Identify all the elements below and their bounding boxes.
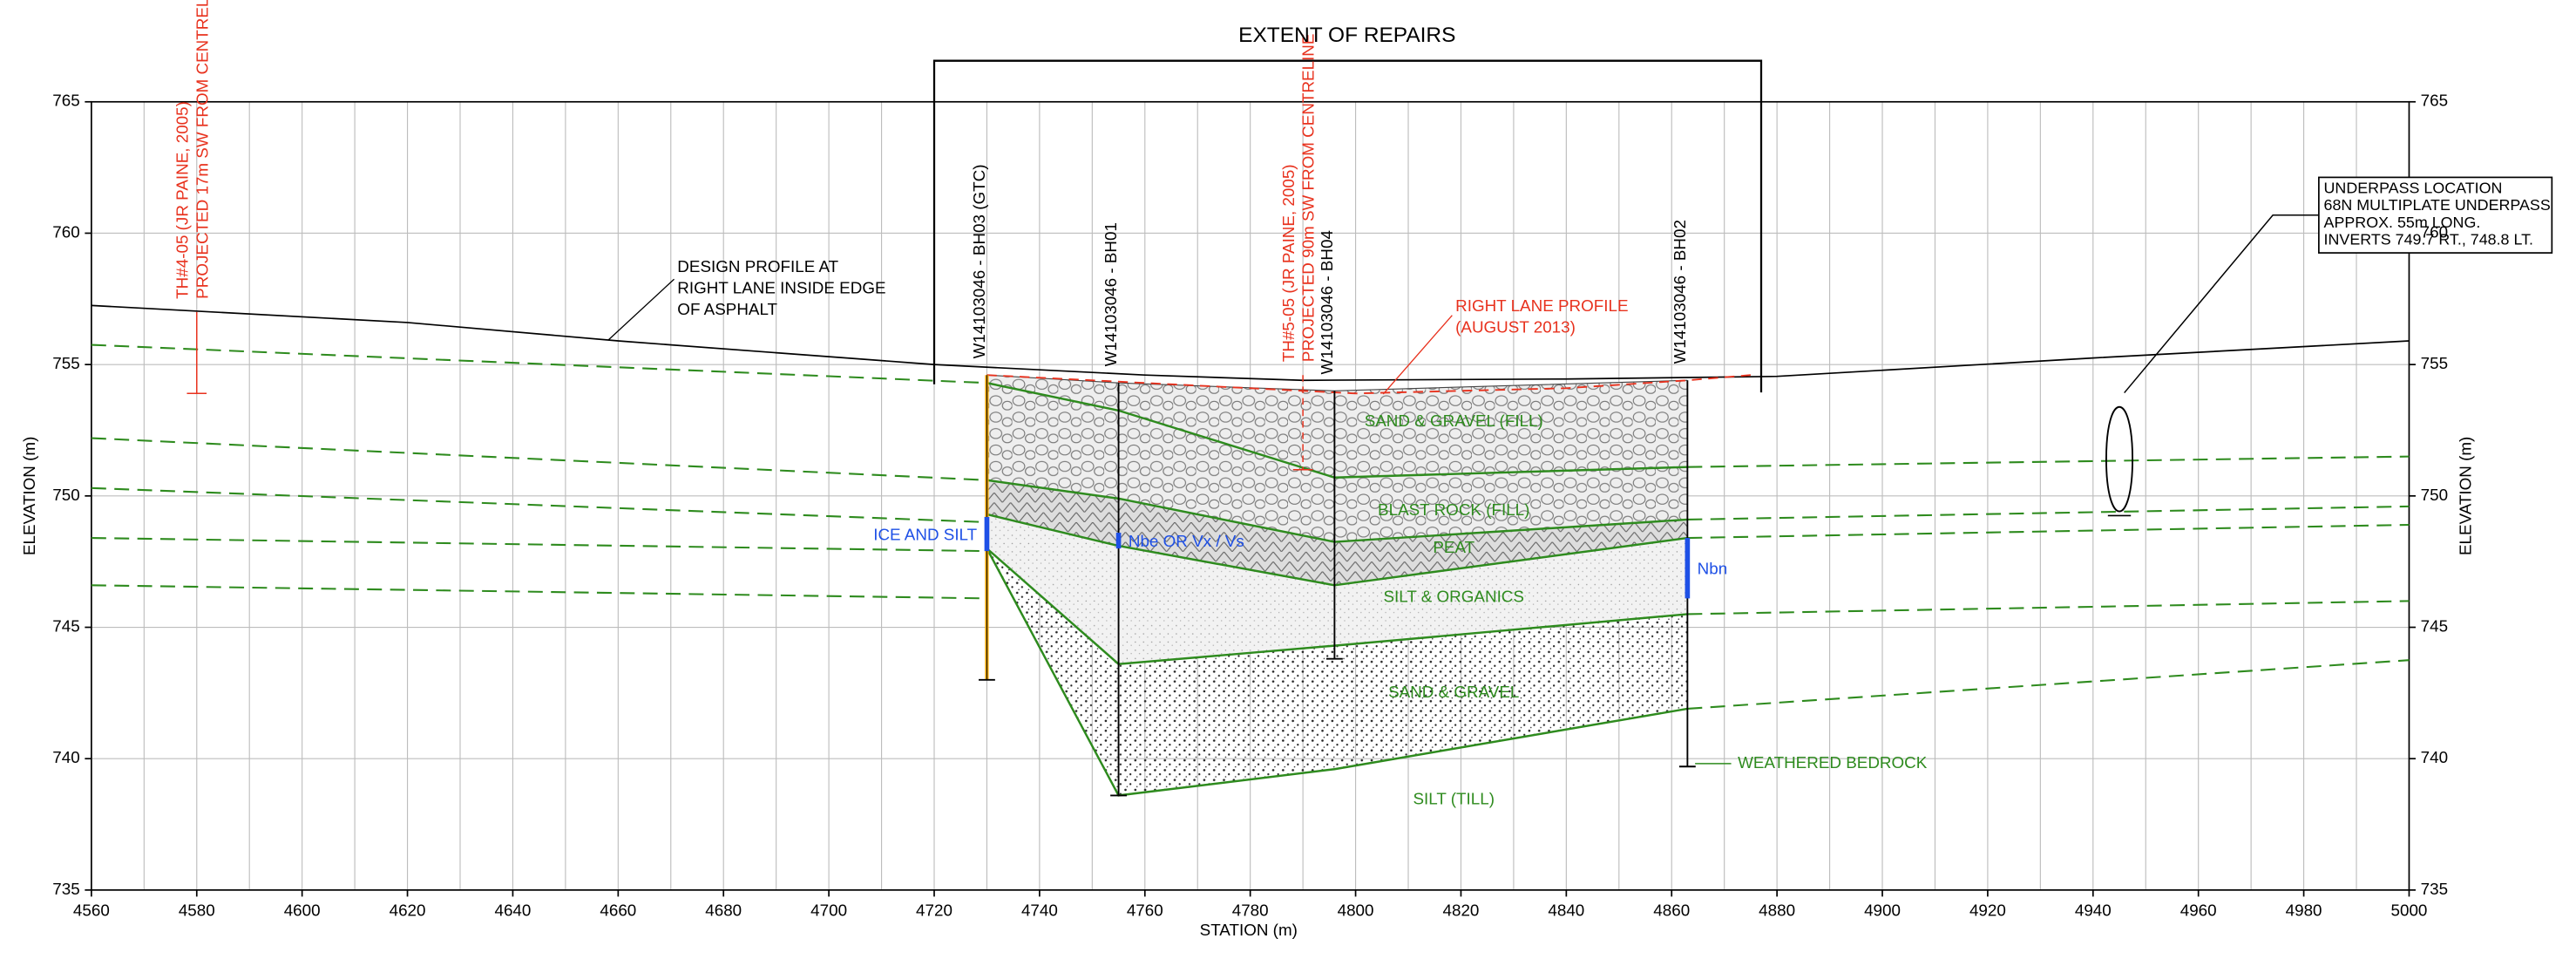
inferred-boundary [92,345,987,384]
title: EXTENT OF REPAIRS [1238,24,1455,47]
y2-tick-label: 750 [2421,486,2448,504]
inferred-boundary [92,439,987,480]
x-tick-label: 4880 [1759,901,1795,919]
x-tick-label: 4820 [1443,901,1480,919]
borehole-label: W14103046 - BH03 (GTC) [970,164,988,358]
annotation: OF ASPHALT [677,300,777,318]
water-label: Nbn [1698,560,1728,578]
y-tick-label: 750 [52,486,79,504]
inferred-boundary [1687,660,2409,709]
layer-label: SILT (TILL) [1413,789,1494,807]
y-tick-label: 765 [52,92,79,110]
test-hole-label: PROJECTED 17m SW FROM CENTRELINE [193,0,211,299]
inferred-boundary [1687,457,2409,467]
x-tick-label: 4920 [1969,901,2006,919]
extent-bracket [934,61,1761,392]
x-tick-label: 4660 [600,901,636,919]
x-tick-label: 4940 [2075,901,2112,919]
y2-tick-label: 765 [2421,92,2448,110]
borehole-label: W14103046 - BH02 [1671,220,1689,364]
layer-label: PEAT [1433,538,1474,556]
annotation: RIGHT LANE INSIDE EDGE [677,278,885,296]
y-tick-label: 740 [52,748,79,766]
water-label: ICE AND SILT [873,525,977,543]
y2-tick-label: 740 [2421,748,2448,766]
x-tick-label: 4740 [1021,901,1058,919]
y2-tick-label: 735 [2421,880,2448,898]
x-tick-label: 4560 [73,901,110,919]
x-tick-label: 5000 [2391,901,2428,919]
inferred-boundary [1687,525,2409,538]
layer-label: WEATHERED BEDROCK [1738,753,1928,772]
water-label: Nbe OR Vx / Vs [1129,532,1244,550]
borehole-label: W14103046 - BH04 [1318,230,1336,374]
x-tick-label: 4720 [916,901,952,919]
inferred-boundary [92,488,987,522]
layer-label: SILT & ORGANICS [1383,588,1523,606]
callout-text: 68N MULTIPLATE UNDERPASS [2324,196,2551,214]
x-axis-label: STATION (m) [1200,921,1298,939]
test-hole-label: TH#4-05 (JR PAINE, 2005) [173,101,192,299]
callout-text: INVERTS 749.7 RT., 748.8 LT. [2324,231,2533,248]
inferred-boundary [92,538,987,551]
borehole-label: W14103046 - BH01 [1102,222,1120,366]
x-tick-label: 4600 [284,901,321,919]
annotation: DESIGN PROFILE AT [677,257,838,275]
x-tick-label: 4900 [1864,901,1901,919]
x-tick-label: 4840 [1548,901,1584,919]
callout-text: UNDERPASS LOCATION [2324,179,2503,196]
x-tick-label: 4800 [1338,901,1374,919]
leader [1383,316,1452,394]
y-tick-label: 760 [52,222,79,241]
leader [2125,215,2319,393]
y2-tick-label: 745 [2421,616,2448,635]
x-tick-label: 4980 [2286,901,2322,919]
callout-text: APPROX. 55m LONG. [2324,214,2481,231]
x-tick-label: 4640 [494,901,531,919]
x-tick-label: 4580 [179,901,215,919]
layer-label: BLAST ROCK (FILL) [1378,500,1529,519]
y-tick-label: 735 [52,880,79,898]
x-tick-label: 4960 [2180,901,2217,919]
x-tick-label: 4860 [1653,901,1690,919]
x-tick-label: 4760 [1127,901,1163,919]
annotation: (AUGUST 2013) [1455,318,1576,337]
annotation: RIGHT LANE PROFILE [1455,296,1628,315]
y-tick-label: 745 [52,616,79,635]
layer-label: SAND & GRAVEL (FILL) [1365,411,1543,430]
inferred-boundary [1687,601,2409,614]
x-tick-label: 4780 [1232,901,1269,919]
inferred-boundary [1687,507,2409,520]
x-tick-label: 4680 [705,901,742,919]
y2-axis-label: ELEVATION (m) [2456,437,2474,555]
layer-label: SAND & GRAVEL [1388,683,1519,701]
y-axis-label: ELEVATION (m) [20,437,38,555]
y2-tick-label: 755 [2421,354,2448,372]
x-tick-label: 4620 [390,901,426,919]
page: { "title": "EXTENT OF REPAIRS", "x_label… [0,0,2576,959]
inferred-boundary [92,585,987,598]
y-tick-label: 755 [52,354,79,372]
test-hole-label: PROJECTED 90m SW FROM CENTRELINE [1299,34,1318,363]
x-tick-label: 4700 [810,901,847,919]
section-drawing: 4560 4580 4600 4620 4640 4660 4680 4700 4720 4740… [0,0,2576,959]
test-hole-label: TH#5-05 (JR PAINE, 2005) [1279,164,1298,362]
